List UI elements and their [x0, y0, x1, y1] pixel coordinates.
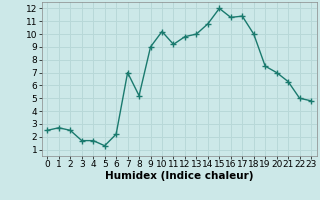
X-axis label: Humidex (Indice chaleur): Humidex (Indice chaleur) [105, 171, 253, 181]
